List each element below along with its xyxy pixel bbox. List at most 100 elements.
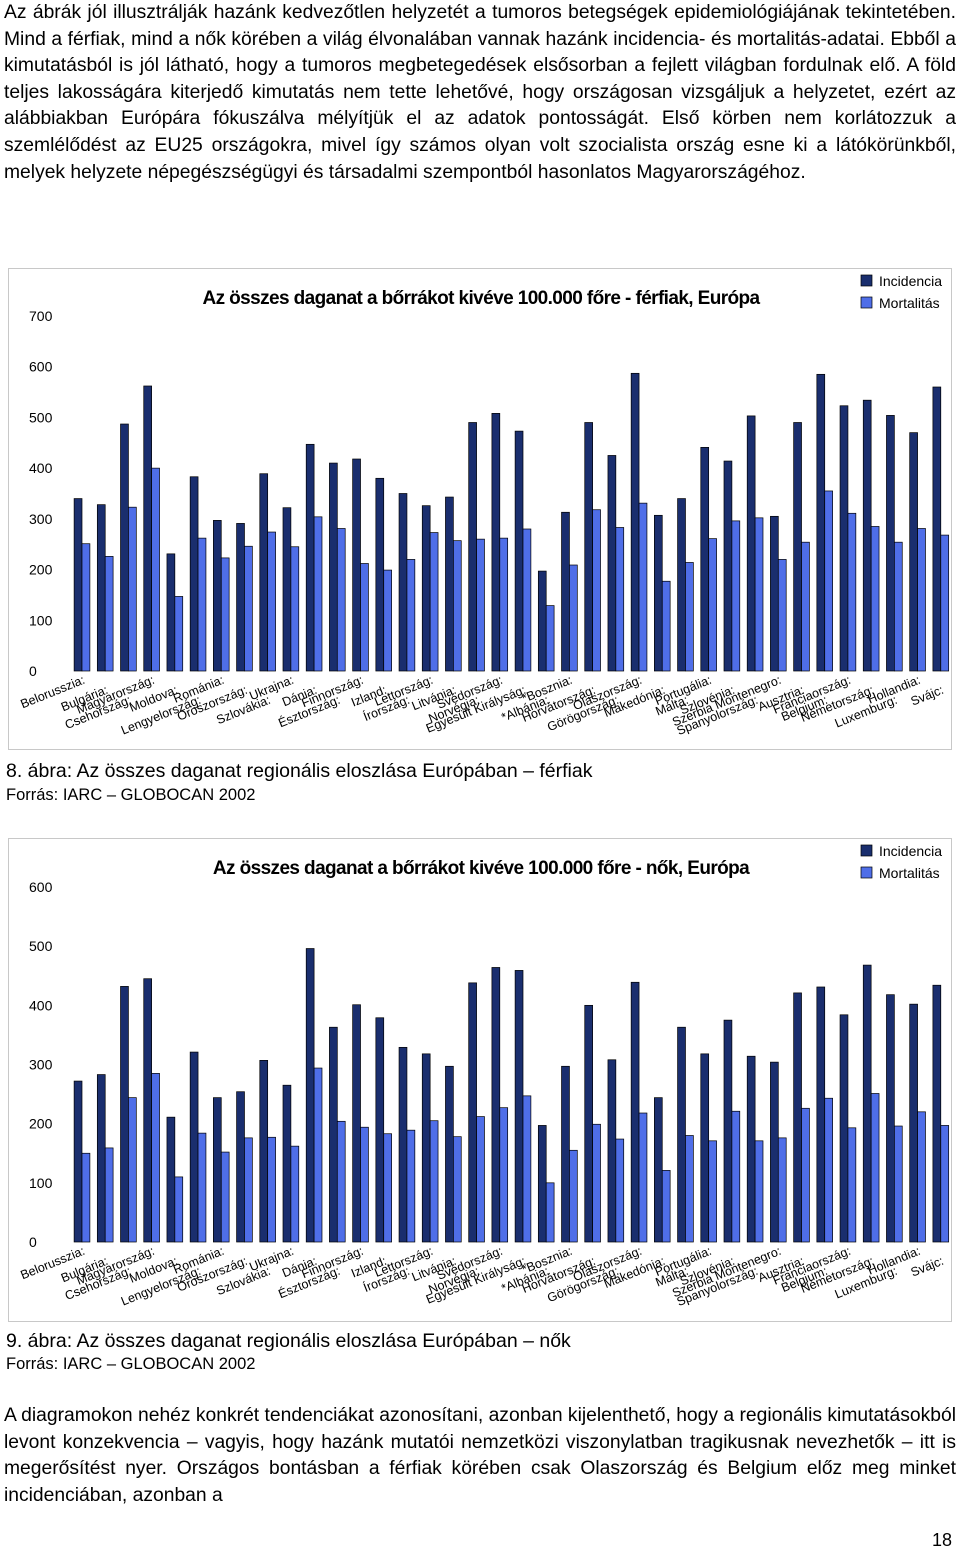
incidence-bar [909, 432, 918, 672]
incidence-bar [746, 415, 756, 672]
mortality-bar [267, 1136, 276, 1243]
mortality-bar [244, 545, 253, 672]
incidence-bar [630, 372, 640, 672]
incidence-bar [352, 1004, 361, 1243]
incidence-bar [514, 970, 524, 1243]
incidence-bar [561, 1065, 570, 1243]
mortality-bar [917, 1111, 926, 1243]
chart-men-svg: Az összes daganat a bőrrákot kivéve 100.… [18, 273, 950, 738]
incidence-bar [932, 386, 942, 672]
y-tick-label: 600 [29, 359, 53, 375]
mortality-bar [429, 1120, 439, 1243]
incidence-bar [886, 415, 895, 672]
incidence-bar [607, 1059, 617, 1243]
conclusion-paragraph: A diagramokon nehéz konkrét tendenciákat… [4, 1405, 956, 1506]
incidence-bar [514, 430, 524, 672]
y-tick-label: 0 [29, 1234, 37, 1250]
mortality-bar [824, 1097, 833, 1243]
incidence-bar [398, 493, 408, 672]
mortality-bar [151, 467, 160, 672]
mortality-bar [708, 538, 717, 672]
incidence-bar [700, 447, 710, 672]
mortality-bar [592, 1123, 601, 1243]
y-tick-label: 100 [29, 612, 53, 628]
mortality-bar [499, 1107, 509, 1243]
incidence-bar [909, 1003, 918, 1243]
mortality-bar [731, 1110, 741, 1243]
mortality-bar [383, 1133, 392, 1243]
mortality-bar [754, 517, 764, 672]
mortality-bar [313, 516, 323, 672]
incidence-bar [561, 511, 570, 672]
intro-paragraph: Az ábrák jól illusztrálják hazánk kedvez… [4, 2, 956, 183]
mortality-bar [360, 563, 369, 672]
y-tick-label: 300 [29, 1057, 53, 1073]
mortality-bar [197, 537, 207, 672]
mortality-bar [104, 556, 114, 672]
incidence-bar [445, 496, 454, 672]
mortality-bar [104, 1147, 114, 1243]
incidence-bar [305, 948, 315, 1243]
mortality-bar [476, 538, 485, 672]
incidence-bar [305, 443, 315, 672]
incidence-bar [816, 373, 826, 672]
incidence-bar [398, 1046, 408, 1243]
incidence-bar [746, 1055, 756, 1243]
chart-title: Az összes daganat a bőrrákot kivéve 100.… [213, 858, 750, 879]
incidence-bar [468, 422, 477, 672]
incidence-bar [932, 984, 942, 1243]
incidence-bar [723, 460, 733, 672]
mortality-bar [870, 1093, 880, 1243]
incidence-bar [584, 1004, 593, 1243]
mortality-bar [220, 557, 230, 672]
incidence-bar [120, 423, 129, 672]
incidence-bar [73, 1080, 83, 1243]
incidence-bar [189, 476, 199, 672]
figure-9-caption: 9. ábra: Az összes daganat regionális el… [6, 1330, 571, 1352]
legend-label-incidence: Incidencia [879, 273, 942, 289]
legend-label-mortality: Mortalitás [879, 865, 940, 881]
mortality-bar [336, 528, 346, 672]
y-tick-label: 200 [29, 562, 53, 578]
incidence-bar [213, 520, 222, 672]
mortality-bar [801, 1107, 810, 1243]
mortality-bar [615, 1138, 625, 1243]
incidence-bar [421, 1053, 431, 1243]
page-number: 18 [931, 1530, 952, 1550]
incidence-bar [421, 505, 431, 672]
y-tick-label: 0 [29, 663, 37, 679]
mortality-bar [151, 1073, 160, 1243]
incidence-bar [607, 455, 617, 672]
mortality-bar [406, 1129, 416, 1243]
incidence-bar [862, 399, 872, 672]
incidence-bar [630, 981, 640, 1243]
y-tick-label: 400 [29, 460, 53, 476]
mortality-bar [545, 1182, 555, 1243]
y-tick-label: 400 [29, 997, 53, 1013]
mortality-bar [267, 531, 276, 672]
y-tick-label: 600 [29, 879, 53, 895]
incidence-bar [491, 967, 501, 1243]
incidence-bar [120, 986, 129, 1243]
mortality-bar [244, 1137, 253, 1243]
mortality-bar [940, 534, 950, 672]
mortality-bar [847, 512, 857, 672]
legend-swatch-incidence [860, 274, 873, 287]
incidence-bar [677, 498, 686, 672]
mortality-bar [522, 528, 532, 672]
mortality-bar [360, 1126, 369, 1243]
incidence-bar [770, 515, 779, 672]
incidence-bar [700, 1053, 710, 1243]
mortality-bar [429, 532, 439, 672]
y-tick-label: 100 [29, 1175, 53, 1191]
mortality-bar [522, 1095, 532, 1243]
mortality-bar [777, 559, 787, 672]
incidence-bar [73, 498, 83, 672]
mortality-bar [290, 1145, 300, 1243]
incidence-bar [189, 1051, 199, 1243]
figure-9-source: Forrás: IARC – GLOBOCAN 2002 [6, 1355, 256, 1373]
mortality-bar [499, 537, 509, 672]
incidence-bar [282, 1084, 292, 1243]
mortality-bar [313, 1067, 323, 1243]
mortality-bar [128, 1097, 137, 1243]
